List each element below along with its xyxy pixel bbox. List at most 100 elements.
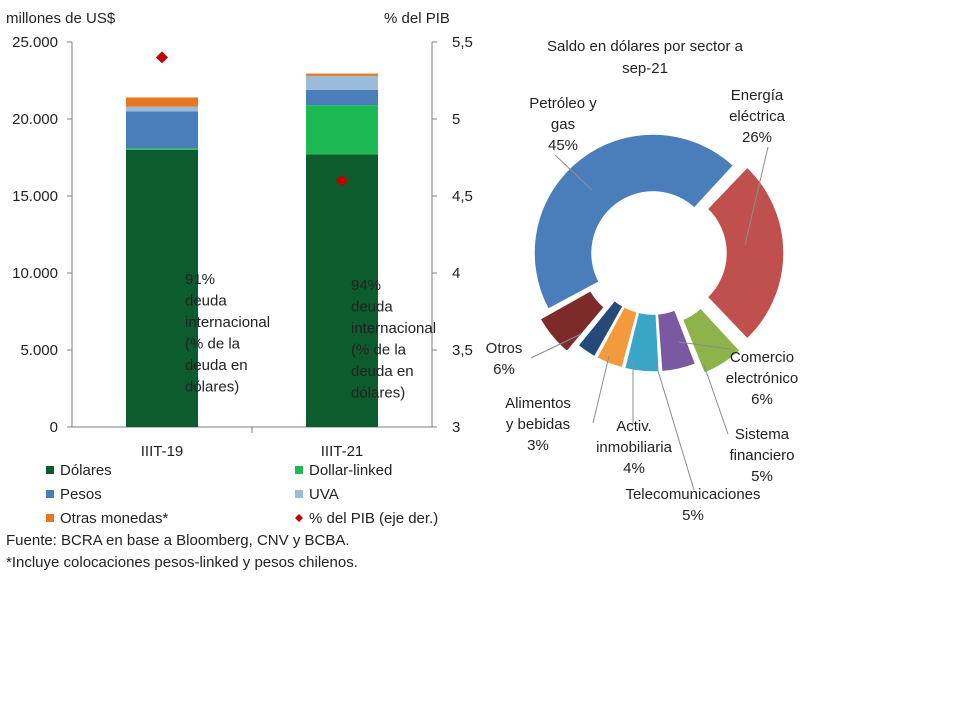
annotation-line: deuda — [351, 299, 393, 316]
bar-chart: millones de US$ % del PIB 0 5.000 10.000 15… — [6, 10, 473, 527]
bar-d-lares-1 — [306, 154, 378, 428]
leader-line — [655, 363, 695, 491]
donut-label-line: financiero — [729, 447, 794, 464]
y2-tick-label: 4 — [452, 265, 460, 282]
annotation-line: 94% — [351, 277, 381, 294]
pib-diamond-marker — [336, 174, 348, 187]
legend-label: % del PIB (eje der.) — [309, 510, 438, 527]
annotation-line: internacional — [351, 320, 436, 337]
y-tick-label: 25.000 — [12, 34, 58, 51]
donut-label-line: Otros — [486, 340, 523, 357]
legend-marker — [46, 466, 54, 474]
donut-label-line: 26% — [742, 129, 772, 146]
legend-marker — [46, 490, 54, 498]
bar-otras-monedas--0 — [126, 97, 198, 107]
donut-label-line: 6% — [751, 391, 773, 408]
annotation-line: (% de la — [351, 342, 407, 359]
donut-label-line: 4% — [623, 460, 645, 477]
bar-marks — [126, 51, 378, 428]
leader-line — [744, 146, 769, 246]
bar-pesos-0 — [126, 111, 198, 149]
bar-d-lares-0 — [126, 149, 198, 428]
footnote-source: Fuente: BCRA en base a Bloomberg, CNV y … — [6, 532, 350, 549]
donut-title-line-1: Saldo en dólares por sector a — [547, 38, 744, 55]
donut-label-line: electrónico — [726, 370, 799, 387]
leader-line — [530, 333, 582, 359]
donut-label-line: Energía — [731, 87, 784, 104]
donut-label-line: Petróleo y — [529, 95, 597, 112]
x-tick-label: IIIT-19 — [141, 443, 184, 460]
y2-tick-label: 5,5 — [452, 34, 473, 51]
bar-pesos-1 — [306, 89, 378, 106]
legend-marker — [295, 514, 303, 522]
donut-labels: Petróleo y gas 45% Energía eléctrica 26% Comer… — [486, 87, 799, 524]
donut-slice-alimentos-y-bebidas — [576, 299, 625, 358]
donut-slice-comercio-electr-nico — [681, 306, 742, 375]
legend-marker — [295, 466, 303, 474]
donut-label-line: 5% — [682, 507, 704, 524]
leader-line — [703, 364, 729, 435]
bar-axes: 0 5.000 10.000 15.000 20.000 25.000 3 3,5 4 4,5 5 5… — [12, 34, 473, 460]
donut-slices — [533, 133, 785, 375]
annotation-line: 91% — [185, 271, 215, 288]
donut-label-line: Sistema — [735, 426, 790, 443]
donut-slice-petr-leo-y-gas — [533, 133, 735, 311]
bar-annotations: 91% deuda internacional (% de la deuda en dól… — [185, 271, 436, 402]
legend-label: Dollar-linked — [309, 462, 392, 479]
donut-label-line: Alimentos — [505, 395, 571, 412]
donut-label-line: 3% — [527, 437, 549, 454]
y-tick-label: 20.000 — [12, 111, 58, 128]
y2-tick-label: 4,5 — [452, 188, 473, 205]
right-axis-label: % del PIB — [384, 10, 450, 27]
legend-marker — [295, 490, 303, 498]
donut-slice-sistema-financiero — [656, 308, 697, 373]
donut-label-line: 5% — [751, 468, 773, 485]
y2-tick-label: 3 — [452, 419, 460, 436]
donut-title-line-2: sep-21 — [622, 60, 668, 77]
donut-label-line: eléctrica — [729, 108, 786, 125]
donut-label-line: Telecomunicaciones — [625, 486, 760, 503]
donut-slice-otros — [539, 289, 606, 353]
annotation-line: deuda en — [185, 357, 248, 374]
y-tick-label: 5.000 — [20, 342, 58, 359]
donut-label-line: Activ. — [616, 418, 652, 435]
donut-chart: Saldo en dólares por sector a sep-21 Pet… — [486, 38, 799, 524]
legend-label: Otras monedas* — [60, 510, 169, 527]
donut-slice-telecomunicaciones — [623, 311, 661, 373]
x-tick-label: IIIT-21 — [321, 443, 364, 460]
bar-dollar-linked-0 — [126, 148, 198, 150]
bar-uva-0 — [126, 106, 198, 112]
bar-dollar-linked-1 — [306, 105, 378, 155]
annotation-line: internacional — [185, 314, 270, 331]
donut-label-line: gas — [551, 116, 575, 133]
donut-leaders — [530, 146, 769, 491]
donut-label-line: 6% — [493, 361, 515, 378]
y2-tick-label: 5 — [452, 111, 460, 128]
left-axis-label: millones de US$ — [6, 10, 116, 27]
bar-legend: Dólares Dollar-linked Pesos UVA Otras moneda… — [46, 462, 438, 527]
annotation-line: dólares) — [185, 379, 239, 396]
donut-label-line: y bebidas — [506, 416, 570, 433]
donut-slice-activ-inmobiliaria — [595, 305, 639, 369]
legend-marker — [46, 514, 54, 522]
y2-tick-label: 3,5 — [452, 342, 473, 359]
pib-diamond-marker — [156, 51, 168, 64]
annotation-line: deuda — [185, 293, 227, 310]
annotation-line: deuda en — [351, 363, 414, 380]
legend-label: UVA — [309, 486, 339, 503]
leader-line — [678, 341, 731, 350]
leader-line — [592, 355, 610, 424]
donut-label-line: 45% — [548, 137, 578, 154]
donut-slice-energ-a-el-ctrica — [706, 165, 785, 341]
legend-label: Dólares — [60, 462, 112, 479]
footnote-asterisk: *Incluye colocaciones pesos-linked y pes… — [6, 554, 358, 571]
annotation-line: (% de la — [185, 336, 241, 353]
leader-line — [554, 154, 593, 191]
annotation-line: dólares) — [351, 385, 405, 402]
y-tick-label: 0 — [50, 419, 58, 436]
donut-label-line: inmobiliaria — [596, 439, 673, 456]
bar-otras-monedas--1 — [306, 73, 378, 76]
donut-label-line: Comercio — [730, 349, 794, 366]
legend-label: Pesos — [60, 486, 102, 503]
